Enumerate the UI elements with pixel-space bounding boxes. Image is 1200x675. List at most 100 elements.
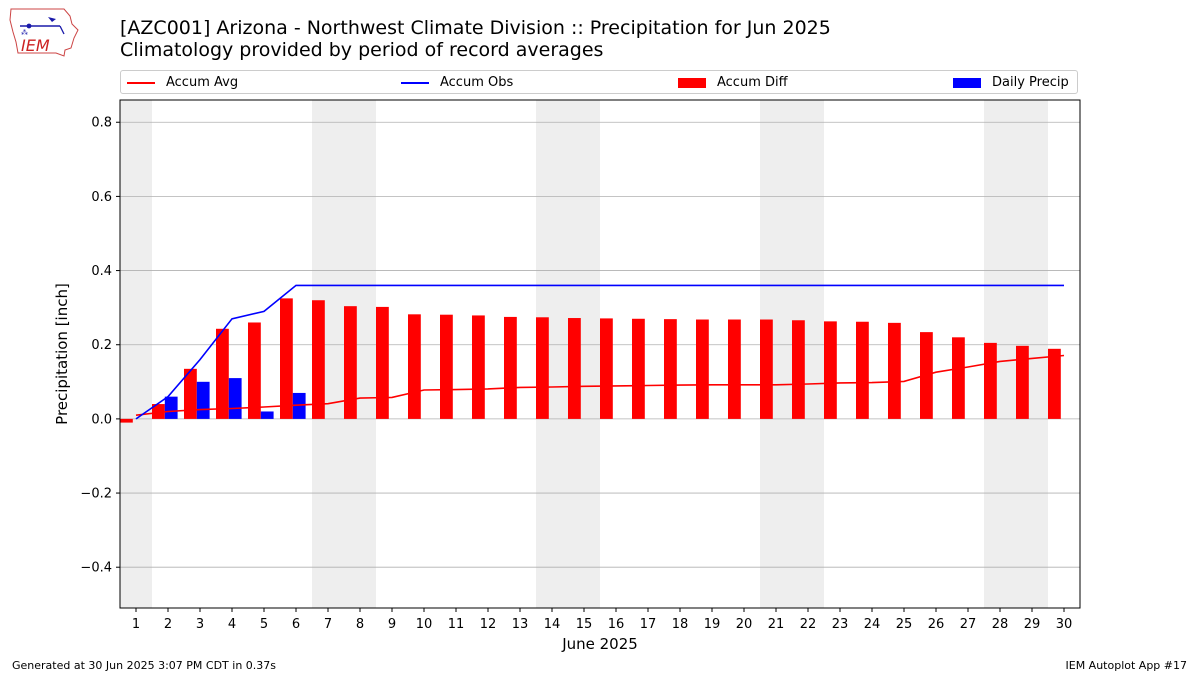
y-tick-label: −0.2 — [80, 487, 112, 502]
chart-title-block: [AZC001] Arizona - Northwest Climate Div… — [120, 17, 831, 61]
x-tick-label: 22 — [800, 617, 817, 632]
y-tick-label: 0.8 — [91, 116, 112, 131]
x-tick-label: 23 — [832, 617, 849, 632]
daily-bar-day-2 — [164, 396, 178, 419]
x-tick-label: 8 — [356, 617, 364, 632]
y-tick-label: 0.0 — [91, 412, 112, 427]
diff-bar-day-4 — [216, 328, 229, 419]
legend-label-accum-avg: Accum Avg — [166, 75, 239, 90]
daily-bar-day-3 — [196, 381, 210, 419]
legend-label-accum-obs: Accum Obs — [440, 75, 514, 90]
y-tick-label: 0.6 — [91, 190, 112, 205]
legend-label-daily-precip: Daily Precip — [992, 75, 1069, 90]
diff-bar-day-22 — [792, 320, 805, 419]
svg-text:⁂: ⁂ — [21, 29, 28, 37]
diff-bar-day-27 — [952, 337, 965, 419]
x-tick-label: 30 — [1056, 617, 1073, 632]
legend-label-accum-diff: Accum Diff — [717, 75, 788, 90]
x-tick-label: 26 — [928, 617, 945, 632]
x-tick-label: 10 — [416, 617, 433, 632]
diff-bar-day-9 — [376, 306, 389, 419]
daily-bar-day-4 — [228, 378, 242, 419]
x-tick-label: 21 — [768, 617, 785, 632]
chart-subtitle: Climatology provided by period of record… — [120, 39, 604, 61]
diff-bar-day-1 — [120, 418, 133, 423]
diff-bar-day-23 — [824, 321, 837, 419]
diff-bar-day-25 — [888, 322, 901, 419]
logo-text: IEM — [21, 36, 50, 55]
x-tick-label: 2 — [164, 617, 172, 632]
diff-bar-day-18 — [664, 319, 677, 419]
diff-bar-day-5 — [248, 322, 261, 419]
plot-frame — [119, 99, 1081, 609]
diff-bar-day-24 — [856, 321, 869, 419]
x-tick-label: 12 — [480, 617, 497, 632]
legend-swatch-accum-obs — [401, 82, 429, 84]
y-axis-ticks: −0.4 −0.2 0.0 0.2 0.4 0.6 0.8 — [80, 116, 120, 576]
x-tick-label: 25 — [896, 617, 913, 632]
x-tick-label: 27 — [960, 617, 977, 632]
diff-bar-day-19 — [696, 319, 709, 419]
diff-bar-day-8 — [344, 306, 357, 419]
diff-bar-day-28 — [984, 342, 997, 419]
accum-avg-line — [135, 354, 1065, 416]
x-axis-ticks: 1 2 3 4 5 6 7 8 9 10 11 12 13 14 15 16 17 18 19 20 21 22 23 24 2… — [132, 608, 1072, 632]
x-tick-label: 3 — [196, 617, 204, 632]
diff-bar-day-12 — [472, 315, 485, 419]
legend-swatch-daily-precip — [953, 78, 981, 88]
iem-logo: ⁂ IEM — [8, 6, 80, 58]
x-tick-label: 15 — [576, 617, 593, 632]
accum-obs-line — [135, 284, 1064, 420]
chart-title: [AZC001] Arizona - Northwest Climate Div… — [120, 17, 831, 39]
diff-bar-day-15 — [568, 318, 581, 419]
diff-bar-day-21 — [760, 319, 773, 419]
x-tick-label: 29 — [1024, 617, 1041, 632]
x-tick-label: 4 — [228, 617, 236, 632]
diff-bar-day-13 — [504, 316, 517, 419]
x-tick-label: 13 — [512, 617, 529, 632]
diff-bar-day-2 — [152, 404, 165, 419]
x-tick-label: 1 — [132, 617, 140, 632]
x-tick-label: 17 — [640, 617, 657, 632]
x-tick-label: 14 — [544, 617, 561, 632]
app-id-label: IEM Autoplot App #17 — [1065, 659, 1188, 672]
weekend-band-day-1 — [120, 100, 152, 608]
x-tick-label: 16 — [608, 617, 625, 632]
iowa-state-outline-weather-icon: ⁂ IEM — [9, 8, 79, 57]
line-series — [135, 284, 1065, 420]
x-tick-label: 20 — [736, 617, 753, 632]
diff-bar-day-10 — [408, 314, 421, 419]
diff-bar-day-11 — [440, 314, 453, 419]
y-tick-label: −0.4 — [80, 561, 112, 576]
x-tick-label: 9 — [388, 617, 396, 632]
diff-bar-day-17 — [632, 318, 645, 419]
x-tick-label: 28 — [992, 617, 1009, 632]
diff-bar-day-6 — [280, 298, 293, 419]
x-tick-label: 19 — [704, 617, 721, 632]
y-tick-label: 0.2 — [91, 338, 112, 353]
diff-bar-day-29 — [1016, 345, 1029, 419]
x-tick-label: 11 — [448, 617, 465, 632]
daily-bar-day-5 — [260, 411, 274, 419]
x-tick-label: 18 — [672, 617, 689, 632]
y-tick-label: 0.4 — [91, 264, 112, 279]
weekend-bands — [120, 100, 1048, 608]
diff-bar-day-20 — [728, 319, 741, 419]
daily-bar-day-6 — [292, 392, 306, 419]
x-axis-label: June 2025 — [561, 635, 638, 653]
x-tick-label: 24 — [864, 617, 881, 632]
diff-bar-day-30 — [1048, 348, 1061, 419]
diff-bar-day-16 — [600, 318, 613, 419]
diff-bar-day-14 — [536, 317, 549, 419]
y-axis-label: Precipitation [inch] — [53, 283, 71, 425]
x-tick-label: 5 — [260, 617, 268, 632]
legend-swatch-accum-avg — [127, 82, 155, 84]
diff-bar-day-7 — [312, 300, 325, 419]
diff-bar-day-3 — [184, 368, 197, 419]
legend-swatch-accum-diff — [678, 78, 706, 88]
generated-timestamp: Generated at 30 Jun 2025 3:07 PM CDT in … — [12, 659, 277, 672]
chart-legend: Accum Avg Accum Obs Accum Diff Daily Pre… — [120, 70, 1078, 94]
x-tick-label: 7 — [324, 617, 332, 632]
x-tick-label: 6 — [292, 617, 300, 632]
